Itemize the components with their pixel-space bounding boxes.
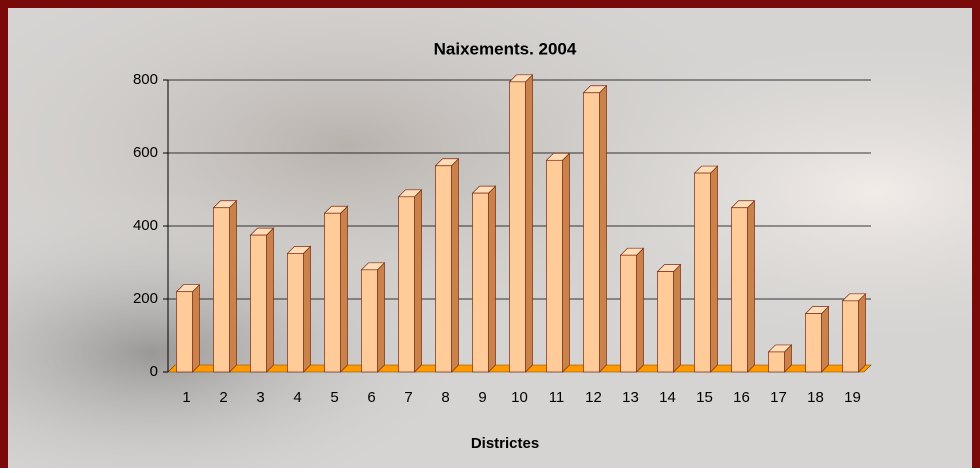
- bar: [324, 212, 341, 373]
- bar: [509, 81, 526, 373]
- x-tick-label: 18: [807, 389, 824, 406]
- x-tick-label: 6: [367, 389, 375, 406]
- bar: [361, 269, 378, 373]
- bar-side: [414, 188, 422, 373]
- x-tick-label: 2: [219, 389, 227, 406]
- bar: [620, 254, 637, 373]
- bar: [546, 159, 563, 373]
- y-tick-label: 800: [133, 71, 158, 88]
- bar-side: [525, 73, 533, 373]
- x-tick-label: 13: [622, 389, 639, 406]
- x-tick-label: 11: [549, 389, 565, 406]
- y-tick-label: 0: [150, 363, 158, 380]
- x-tick-label: 14: [659, 389, 676, 406]
- bar: [213, 207, 230, 373]
- bar-side: [636, 247, 644, 373]
- bar-side: [451, 157, 459, 373]
- bar-side: [303, 245, 311, 373]
- bar-side: [266, 227, 274, 373]
- x-tick-label: 19: [844, 389, 861, 406]
- x-tick-label: 15: [696, 389, 713, 406]
- bar: [435, 165, 452, 373]
- bar: [398, 196, 415, 373]
- bar: [731, 207, 748, 373]
- bar: [805, 313, 822, 373]
- y-tick-label: 600: [133, 144, 158, 161]
- x-tick-label: 10: [511, 389, 528, 406]
- bar-side: [821, 305, 829, 373]
- x-tick-label: 1: [182, 389, 190, 406]
- bar: [472, 192, 489, 373]
- bar: [694, 172, 711, 373]
- bar: [176, 291, 193, 373]
- bar: [250, 234, 267, 373]
- bar-side: [858, 292, 866, 373]
- bar-side: [340, 205, 348, 373]
- bar: [287, 253, 304, 373]
- chart-title: Naixements. 2004: [434, 39, 577, 58]
- x-tick-label: 12: [585, 389, 602, 406]
- x-tick-label: 4: [293, 389, 301, 406]
- bar: [657, 271, 674, 373]
- x-tick-label: 8: [441, 389, 449, 406]
- bar-side: [710, 165, 718, 373]
- bar-side: [488, 185, 496, 373]
- y-tick-label: 200: [133, 290, 158, 307]
- bar-side: [377, 261, 385, 373]
- bar-side: [229, 199, 237, 373]
- x-axis-label: Districtes: [471, 435, 539, 452]
- bar-side: [562, 152, 570, 373]
- bar-side: [192, 283, 200, 373]
- x-tick-label: 3: [256, 389, 264, 406]
- bar: [842, 300, 859, 373]
- bar-side: [673, 263, 681, 373]
- bar: [583, 92, 600, 373]
- x-tick-label: 17: [770, 389, 787, 406]
- bar: [768, 351, 785, 373]
- x-tick-label: 7: [404, 389, 412, 406]
- x-tick-label: 5: [330, 389, 338, 406]
- bar-side: [747, 199, 755, 373]
- x-tick-label: 9: [478, 389, 486, 406]
- y-tick-label: 400: [133, 217, 158, 234]
- x-tick-label: 16: [733, 389, 750, 406]
- bar-side: [599, 84, 607, 373]
